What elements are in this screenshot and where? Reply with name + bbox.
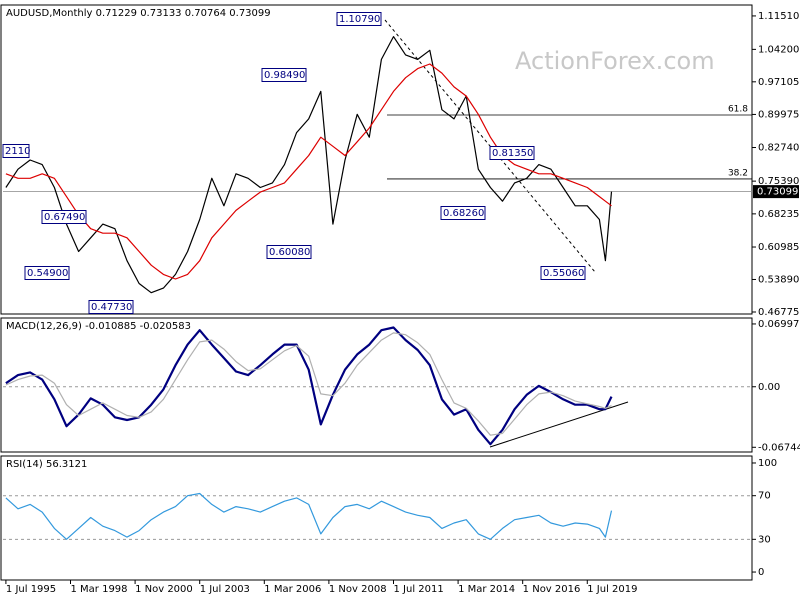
fib-label: 38.2 [728, 168, 748, 178]
header-value: 0.73133 [140, 8, 181, 19]
y-tick-label: 1.11510 [758, 11, 799, 22]
header-value: -0.010885 [85, 321, 136, 332]
panel-border [0, 455, 753, 581]
swing-label-box [489, 146, 535, 160]
y-tick-label: 0.89975 [758, 109, 799, 120]
swing-label: 0.60080 [269, 247, 310, 258]
swing-label-box [261, 68, 307, 82]
x-tick-label: 1 Jul 2003 [200, 584, 250, 595]
swing-label-box [41, 210, 87, 224]
y-tick-label: 0.75390 [758, 176, 799, 187]
x-tick-label: 1 Jul 2011 [393, 584, 443, 595]
y-tick-label: 70 [758, 491, 771, 502]
panel-header: MACD(12,26,9) -0.010885 -0.020583 [6, 321, 191, 332]
swing-label: 2110 [5, 146, 30, 157]
series-line [5, 63, 612, 280]
panel-border [0, 317, 753, 453]
swing-label: 1.10790 [339, 14, 380, 25]
swing-label: 0.47730 [91, 302, 132, 313]
current-price-label: 0.73099 [757, 187, 798, 198]
x-tick-label: 1 Mar 2006 [264, 584, 321, 595]
swing-label-box [266, 245, 312, 259]
y-tick-label: 100 [758, 458, 777, 469]
y-tick-label: 0.68235 [758, 209, 799, 220]
y-tick-label: 0.069977 [758, 319, 800, 330]
watermark: ActionForex.com [515, 47, 715, 75]
swing-label-box [2, 144, 30, 158]
series-line [5, 332, 612, 436]
panel-title: AUDUSD,Monthly [6, 8, 93, 19]
current-price-box [753, 185, 799, 199]
panel-header: RSI(14) 56.3121 [6, 459, 87, 470]
series-line [5, 492, 613, 540]
swing-label-box [540, 266, 586, 280]
y-tick-label: 0.97105 [758, 77, 799, 88]
series-line [5, 326, 613, 446]
header-value: 0.70764 [185, 8, 226, 19]
swing-label: 0.67490 [44, 212, 85, 223]
panel-border [0, 4, 753, 315]
series-line [5, 36, 613, 294]
y-tick-label: 0.46775 [758, 307, 799, 318]
swing-label: 0.55060 [543, 268, 584, 279]
panel-header: AUDUSD,Monthly 0.71229 0.73133 0.70764 0… [6, 8, 271, 19]
y-tick-label: -0.067448 [758, 442, 800, 453]
x-tick-label: 1 Jul 2019 [587, 584, 637, 595]
header-value: -0.020583 [140, 321, 191, 332]
y-tick-label: 0 [758, 567, 764, 578]
fib-label: 61.8 [728, 104, 748, 114]
swing-label-box [440, 206, 486, 220]
y-tick-label: 0.82740 [758, 143, 799, 154]
swing-label: 0.98490 [264, 70, 305, 81]
x-tick-label: 1 Mar 2014 [458, 584, 515, 595]
swing-label: 0.68260 [443, 208, 484, 219]
panel-title: MACD(12,26,9) [6, 321, 82, 332]
swing-label-box [24, 266, 70, 280]
swing-label-box [336, 12, 382, 26]
y-tick-label: 30 [758, 534, 771, 545]
header-value: 56.3121 [46, 459, 87, 470]
y-tick-label: 1.04200 [758, 44, 799, 55]
y-tick-label: 0.60985 [758, 242, 799, 253]
x-tick-label: 1 Nov 2008 [329, 584, 387, 595]
x-tick-label: 1 Nov 2016 [523, 584, 581, 595]
swing-label-box [88, 300, 134, 314]
swing-label: 0.81350 [492, 148, 533, 159]
y-tick-label: 0.00 [758, 382, 780, 393]
header-value: 0.73099 [229, 8, 270, 19]
panel-title: RSI(14) [6, 459, 43, 470]
header-value: 0.71229 [96, 8, 137, 19]
x-tick-label: 1 Mar 1998 [71, 584, 128, 595]
y-tick-label: 0.53890 [758, 274, 799, 285]
swing-label: 0.54900 [27, 268, 68, 279]
x-tick-label: 1 Jul 1995 [6, 584, 56, 595]
x-tick-label: 1 Nov 2000 [135, 584, 193, 595]
